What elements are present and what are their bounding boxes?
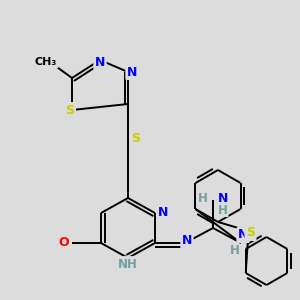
Text: NH: NH xyxy=(118,257,138,271)
Text: N: N xyxy=(95,56,105,68)
Text: N: N xyxy=(182,235,192,248)
Text: CH₃: CH₃ xyxy=(35,57,57,67)
Text: S: S xyxy=(131,131,140,145)
Text: N: N xyxy=(127,65,137,79)
Text: H: H xyxy=(230,244,240,257)
Text: N: N xyxy=(158,206,168,220)
Text: S: S xyxy=(246,226,255,239)
Text: N: N xyxy=(238,229,248,242)
Text: S: S xyxy=(65,103,74,116)
Text: H: H xyxy=(198,191,208,205)
Text: O: O xyxy=(59,236,69,250)
Text: N: N xyxy=(218,191,228,205)
Text: H: H xyxy=(218,203,228,217)
